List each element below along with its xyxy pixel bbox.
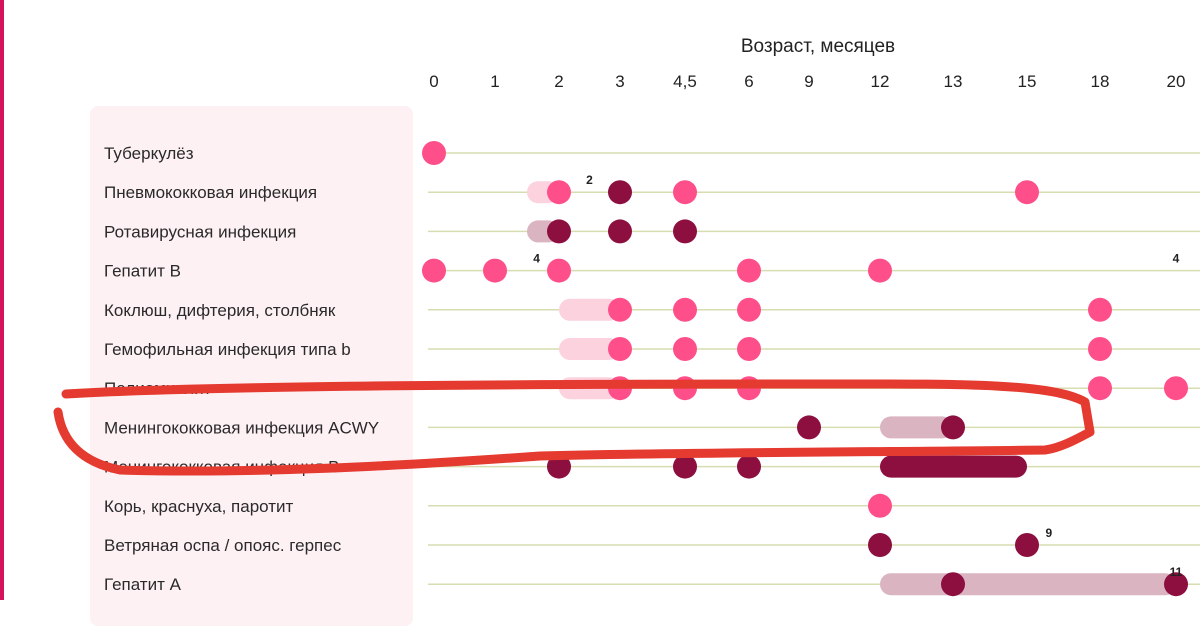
hand-drawn-annotation: [53, 379, 1095, 476]
x-tick-label: 13: [944, 72, 963, 91]
dose-point: [737, 454, 761, 479]
dose-point: [868, 493, 892, 518]
grid-lines: [428, 152, 1200, 585]
dose-point: [608, 219, 632, 244]
row-labels: Туберкулёз Пневмококковая инфекция Ротавир…: [104, 144, 379, 594]
dose-point: [673, 297, 697, 322]
points: [422, 141, 1188, 597]
note-label: 4: [533, 252, 540, 266]
range-bar: [559, 298, 620, 321]
dose-point: [797, 415, 821, 440]
dose-point: [1088, 337, 1112, 361]
dose-point: [737, 258, 761, 283]
row-label: Ветряная оспа / опояс. герпес: [104, 536, 342, 555]
dose-point: [1164, 376, 1188, 401]
note-label: 4: [1173, 252, 1180, 266]
dose-point: [608, 180, 632, 205]
label-panel: [90, 106, 413, 626]
x-tick-label: 18: [1091, 72, 1110, 91]
dose-point: [737, 297, 761, 322]
dose-point: [673, 219, 697, 244]
dose-point: [868, 258, 892, 283]
dose-point: [547, 219, 571, 244]
note-label: 9: [1046, 526, 1053, 540]
row-label: Корь, краснуха, паротит: [104, 497, 294, 516]
dose-point: [673, 337, 697, 361]
axis-title: Возраст, месяцев: [741, 36, 895, 57]
x-tick-label: 9: [804, 72, 813, 91]
x-tick-label: 4,5: [673, 72, 697, 91]
dose-point: [1164, 572, 1188, 597]
dose-point: [941, 572, 965, 597]
dose-point: [737, 337, 761, 361]
note-label: 2: [586, 173, 593, 187]
dose-point: [1015, 180, 1039, 205]
x-ticks: 0 1 2 3 4,5 6 9 12 13 15 18 20: [429, 72, 1185, 91]
row-label: Гепатит А: [104, 575, 182, 594]
dose-point: [1015, 533, 1039, 557]
x-tick-label: 15: [1018, 72, 1037, 91]
dose-point: [422, 141, 446, 165]
range-bar: [559, 338, 620, 360]
dose-point: [1088, 297, 1112, 322]
row-label: Коклюш, дифтерия, столбняк: [104, 301, 336, 320]
dose-point: [1088, 376, 1112, 401]
left-edge-bar: [0, 0, 4, 600]
x-tick-label: 12: [871, 72, 890, 91]
range-bar: [880, 573, 1176, 596]
row-label: Гепатит B: [104, 262, 181, 281]
dose-point: [608, 297, 632, 322]
row-label: Гемофильная инфекция типа b: [104, 340, 351, 359]
dose-point: [547, 258, 571, 283]
dose-point: [547, 454, 571, 479]
dose-point: [673, 180, 697, 205]
range-bar: [880, 455, 1027, 478]
dose-point: [547, 180, 571, 205]
x-tick-label: 3: [615, 72, 624, 91]
row-label: Менингококковая инфекция ACWY: [104, 418, 379, 437]
dose-point: [941, 415, 965, 440]
row-label: Пневмококковая инфекция: [104, 183, 317, 202]
vaccination-schedule-chart: Возраст, месяцев 0 1 2 3 4,5 6 9 12 13 15 18 20 24 4…: [53, 36, 1200, 597]
x-tick-label: 6: [744, 72, 753, 91]
dose-point: [868, 533, 892, 557]
range-bar: [880, 416, 953, 439]
row-label: Туберкулёз: [104, 144, 194, 163]
note-label: 11: [1170, 565, 1183, 579]
x-tick-label: 1: [490, 72, 499, 91]
dose-point: [483, 258, 507, 283]
x-tick-label: 20: [1167, 72, 1186, 91]
dose-point: [673, 454, 697, 479]
x-tick-label: 2: [554, 72, 563, 91]
dose-point: [608, 337, 632, 361]
row-label: Ротавирусная инфекция: [104, 222, 296, 241]
x-tick-label: 0: [429, 72, 438, 91]
notes: 2 4 4 9 11: [533, 173, 1182, 579]
dose-point: [422, 258, 446, 283]
